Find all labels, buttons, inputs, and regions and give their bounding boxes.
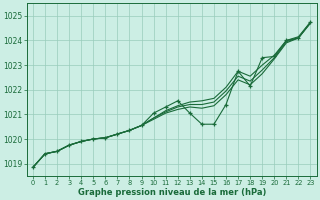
X-axis label: Graphe pression niveau de la mer (hPa): Graphe pression niveau de la mer (hPa) — [77, 188, 266, 197]
